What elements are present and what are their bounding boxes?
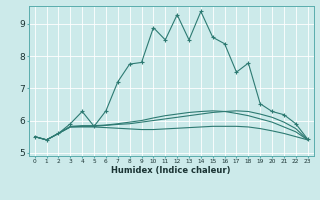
- X-axis label: Humidex (Indice chaleur): Humidex (Indice chaleur): [111, 166, 231, 175]
